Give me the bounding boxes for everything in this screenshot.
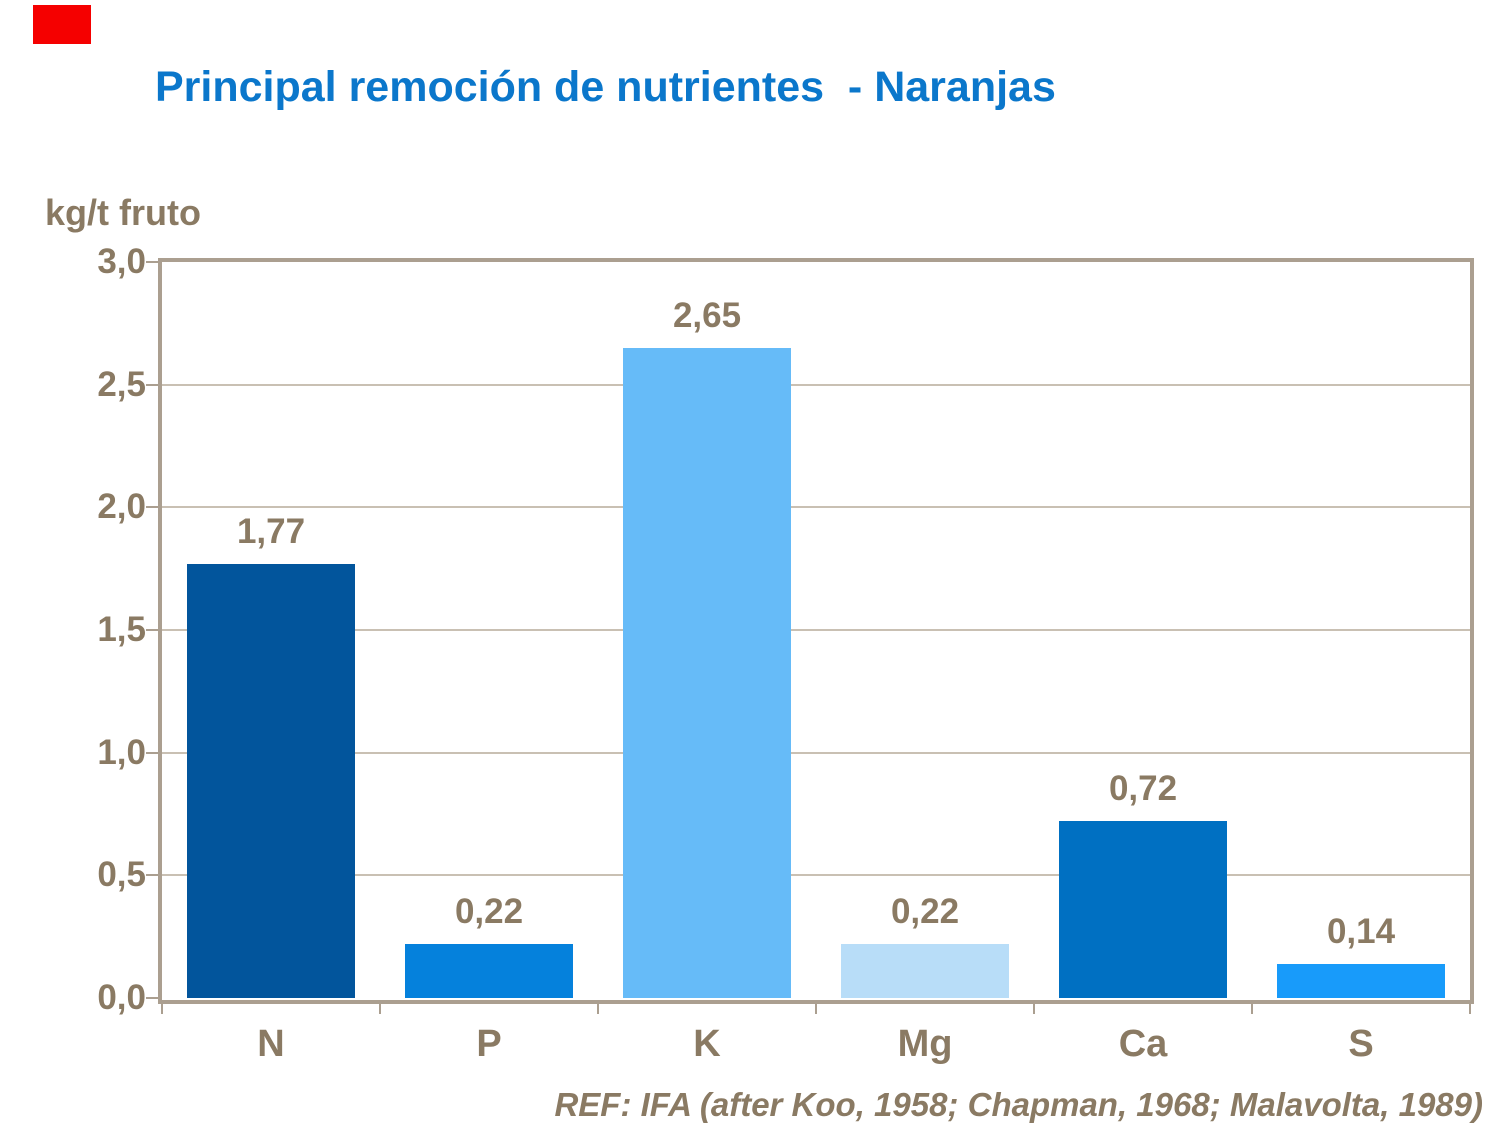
y-tick-label: 2,0 <box>97 487 146 527</box>
red-corner-mark <box>33 5 91 44</box>
x-category-label-N: N <box>257 1023 285 1065</box>
y-tick-label: 1,0 <box>97 732 146 772</box>
x-category-label-P: P <box>476 1023 502 1065</box>
reference-text: REF: IFA (after Koo, 1958; Chapman, 1968… <box>554 1086 1483 1123</box>
y-tick-mark <box>146 261 159 263</box>
y-tick-mark <box>146 506 159 509</box>
y-tick-mark <box>146 383 159 386</box>
y-tick-label: 1,5 <box>97 610 146 649</box>
x-tick-mark <box>161 1002 163 1014</box>
chart-title: Principal remoción de nutrientes - Naran… <box>155 63 1056 111</box>
y-axis-unit-label: kg/t fruto <box>45 192 201 233</box>
bar-value-label-Ca: 0,72 <box>1108 769 1178 808</box>
bar-K <box>623 348 791 998</box>
bar-Mg <box>841 944 1009 998</box>
gridline <box>162 629 1470 631</box>
y-tick-label: 0,5 <box>97 855 146 895</box>
bar-Ca <box>1059 821 1227 998</box>
bar-value-label-S: 0,14 <box>1326 912 1396 951</box>
bar-S <box>1277 964 1445 998</box>
plot-area-frame <box>158 258 1474 1004</box>
gridline <box>162 751 1470 754</box>
bar-N <box>187 564 355 998</box>
bar-value-label-P: 0,22 <box>454 892 524 931</box>
bar-value-label-N: 1,77 <box>236 512 306 551</box>
x-tick-mark <box>1251 1002 1253 1014</box>
y-tick-mark <box>146 874 159 877</box>
y-tick-label: 2,5 <box>97 364 146 404</box>
gridline <box>162 874 1470 877</box>
y-tick-mark <box>146 751 159 754</box>
x-category-label-Mg: Mg <box>897 1023 953 1065</box>
x-tick-mark <box>1469 1002 1471 1014</box>
x-category-label-K: K <box>693 1023 721 1065</box>
x-category-label-S: S <box>1348 1023 1374 1065</box>
x-tick-mark <box>815 1002 817 1014</box>
x-tick-mark <box>379 1002 381 1014</box>
x-tick-mark <box>1033 1002 1035 1014</box>
x-tick-mark <box>597 1002 599 1014</box>
gridline <box>162 506 1470 509</box>
bar-value-label-K: 2,65 <box>672 296 742 335</box>
plot-area <box>162 262 1470 998</box>
y-tick-label: 0,0 <box>97 978 146 1017</box>
bar-value-label-Mg: 0,22 <box>890 892 960 931</box>
gridline <box>162 383 1470 386</box>
x-category-label-Ca: Ca <box>1118 1023 1168 1065</box>
y-tick-mark <box>146 997 159 999</box>
y-tick-mark <box>146 629 159 631</box>
y-tick-label: 3,0 <box>97 242 146 281</box>
bar-P <box>405 944 573 998</box>
